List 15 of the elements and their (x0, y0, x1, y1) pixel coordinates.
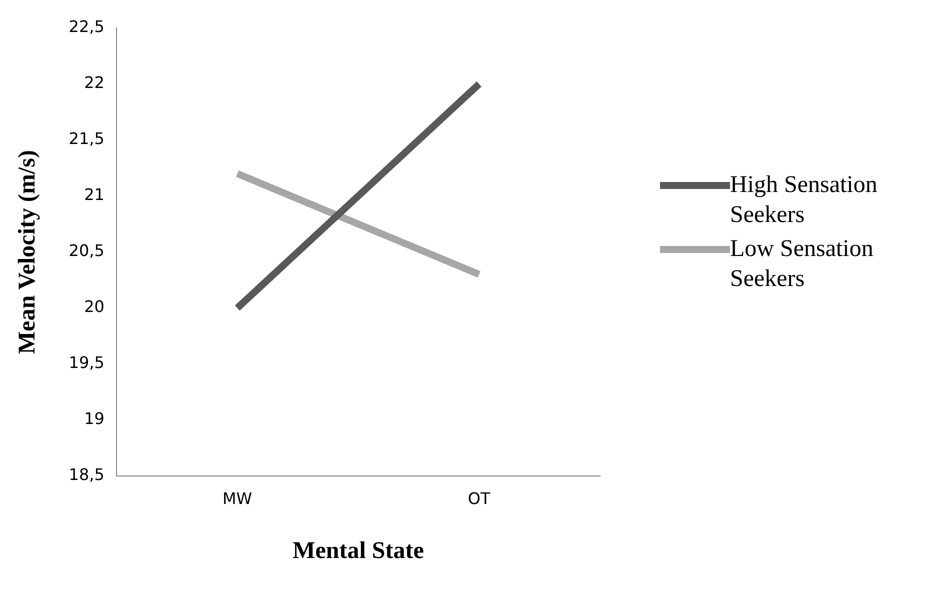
y-tick-label: 22 (84, 73, 104, 92)
y-tick-label: 20 (84, 297, 104, 316)
y-tick-label: 21 (84, 185, 104, 204)
y-tick-label: 20,5 (68, 241, 104, 260)
x-tick-label: MW (222, 488, 252, 508)
y-tick-label: 21,5 (68, 129, 104, 148)
y-axis-title: Mean Velocity (m/s) (14, 150, 41, 354)
x-tick-label: OT (468, 488, 491, 508)
y-tick-label: 22,5 (68, 17, 104, 36)
y-tick-label: 19,5 (68, 353, 104, 372)
y-tick-label: 18,5 (68, 465, 104, 484)
legend-label: Low Sensation Seekers (730, 235, 874, 294)
x-axis-title: Mental State (292, 538, 424, 564)
legend-label: High Sensation Seekers (730, 171, 878, 230)
y-tick-label: 19 (84, 409, 104, 428)
